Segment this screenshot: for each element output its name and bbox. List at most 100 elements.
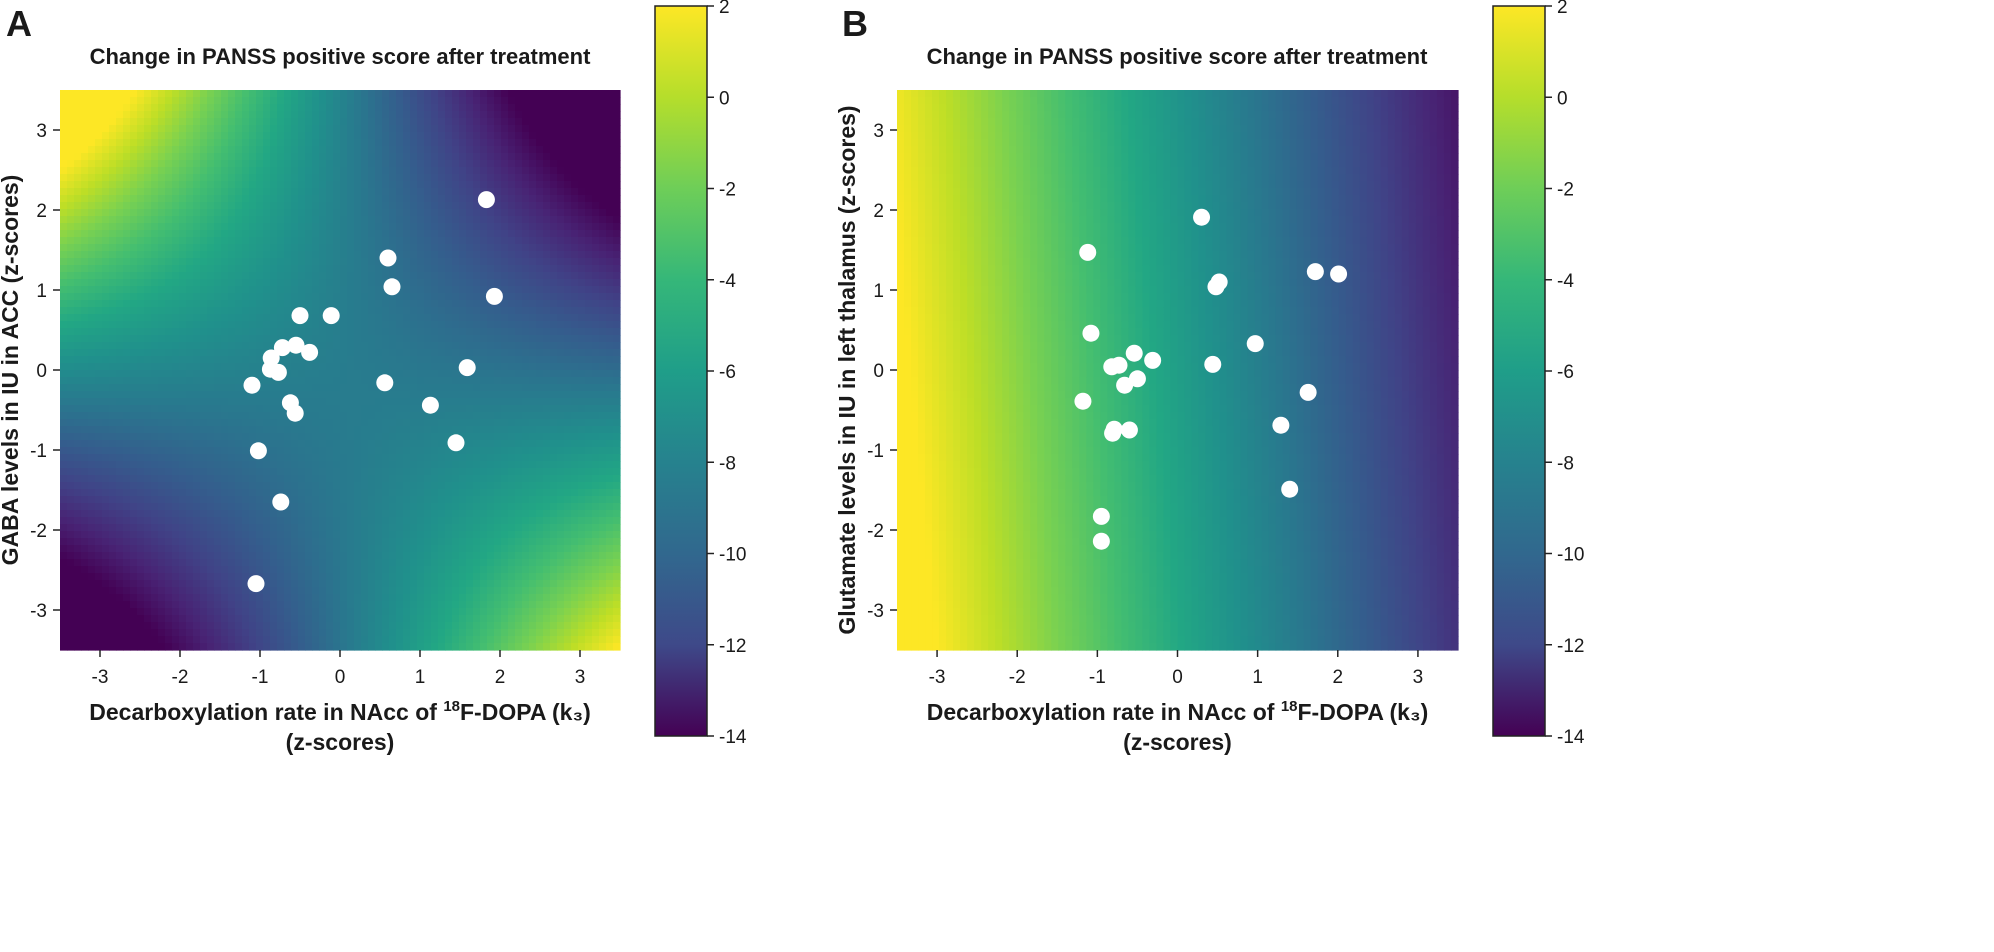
heatmap-cell (270, 426, 278, 434)
heatmap-cell (312, 342, 320, 350)
heatmap-cell (445, 188, 453, 196)
heatmap-cell (284, 111, 292, 119)
heatmap-cell (130, 244, 138, 252)
heatmap-cell (459, 174, 467, 182)
heatmap-cell (333, 237, 341, 245)
heatmap-cell (256, 139, 264, 147)
heatmap-cell (480, 636, 488, 644)
heatmap-cell (67, 125, 75, 133)
heatmap-cell (137, 188, 145, 196)
heatmap-cell (298, 426, 306, 434)
heatmap-cell (179, 426, 187, 434)
heatmap-cell (186, 118, 194, 126)
heatmap-cell (277, 202, 285, 210)
heatmap-cell (396, 636, 404, 644)
heatmap-cell (95, 153, 103, 161)
heatmap-cell (375, 223, 383, 231)
heatmap-cell (214, 258, 222, 266)
heatmap-cell (487, 230, 495, 238)
heatmap-cell (424, 286, 432, 294)
heatmap-cell (340, 538, 348, 546)
heatmap-cell (277, 307, 285, 315)
heatmap-cell (410, 111, 418, 119)
heatmap-cell (312, 510, 320, 518)
heatmap-cell (438, 216, 446, 224)
heatmap-cell (284, 139, 292, 147)
heatmap-cell (249, 146, 257, 154)
heatmap-cell (494, 111, 502, 119)
heatmap-cell (403, 433, 411, 441)
heatmap-cell (60, 342, 68, 350)
heatmap-cell (340, 251, 348, 259)
heatmap-cell (214, 398, 222, 406)
heatmap-cell (424, 475, 432, 483)
heatmap-cell (487, 90, 495, 98)
heatmap-cell (480, 489, 488, 497)
heatmap-cell (445, 139, 453, 147)
heatmap-cell (60, 608, 68, 616)
heatmap-cell (368, 314, 376, 322)
heatmap-cell (396, 118, 404, 126)
heatmap-cell (375, 251, 383, 259)
heatmap-cell (123, 636, 131, 644)
heatmap-cell (333, 552, 341, 560)
heatmap-cell (242, 244, 250, 252)
heatmap-cell (459, 188, 467, 196)
heatmap-cell (326, 258, 334, 266)
heatmap-cell (263, 160, 271, 168)
heatmap-cell (165, 363, 173, 371)
heatmap-cell (368, 405, 376, 413)
heatmap-cell (445, 580, 453, 588)
heatmap-cell (249, 370, 257, 378)
heatmap-cell (109, 384, 117, 392)
heatmap-cell (445, 447, 453, 455)
heatmap-cell (228, 335, 236, 343)
heatmap-cell (158, 517, 166, 525)
heatmap-cell (165, 195, 173, 203)
heatmap-cell (109, 307, 117, 315)
heatmap-cell (333, 503, 341, 511)
heatmap-cell (375, 118, 383, 126)
heatmap-cell (291, 251, 299, 259)
heatmap-cell (326, 181, 334, 189)
heatmap-cell (368, 279, 376, 287)
heatmap-cell (81, 321, 89, 329)
heatmap-cell (102, 573, 110, 581)
heatmap-cell (312, 251, 320, 259)
heatmap-cell (326, 216, 334, 224)
heatmap-cell (186, 489, 194, 497)
heatmap-cell (354, 524, 362, 532)
heatmap-cell (207, 496, 215, 504)
heatmap-cell (473, 636, 481, 644)
heatmap-cell (417, 629, 425, 637)
heatmap-cell (193, 125, 201, 133)
heatmap-cell (389, 398, 397, 406)
heatmap-cell (340, 643, 348, 651)
heatmap-cell (396, 237, 404, 245)
heatmap-cell (459, 545, 467, 553)
heatmap-cell (382, 510, 390, 518)
heatmap-cell (368, 195, 376, 203)
heatmap-cell (424, 440, 432, 448)
heatmap-cell (312, 104, 320, 112)
heatmap-cell (368, 104, 376, 112)
heatmap-cell (466, 601, 474, 609)
heatmap-cell (305, 370, 313, 378)
heatmap-cell (228, 447, 236, 455)
heatmap-cell (459, 132, 467, 140)
heatmap-cell (396, 293, 404, 301)
heatmap-cell (130, 349, 138, 357)
heatmap-cell (200, 391, 208, 399)
heatmap-cell (158, 272, 166, 280)
heatmap-cell (473, 412, 481, 420)
heatmap-cell (102, 104, 110, 112)
heatmap-cell (242, 440, 250, 448)
heatmap-cell (368, 335, 376, 343)
heatmap-cell (270, 643, 278, 651)
heatmap-cell (67, 195, 75, 203)
heatmap-cell (207, 545, 215, 553)
heatmap-cell (116, 517, 124, 525)
heatmap-cell (305, 643, 313, 651)
heatmap-cell (361, 251, 369, 259)
heatmap-cell (123, 552, 131, 560)
